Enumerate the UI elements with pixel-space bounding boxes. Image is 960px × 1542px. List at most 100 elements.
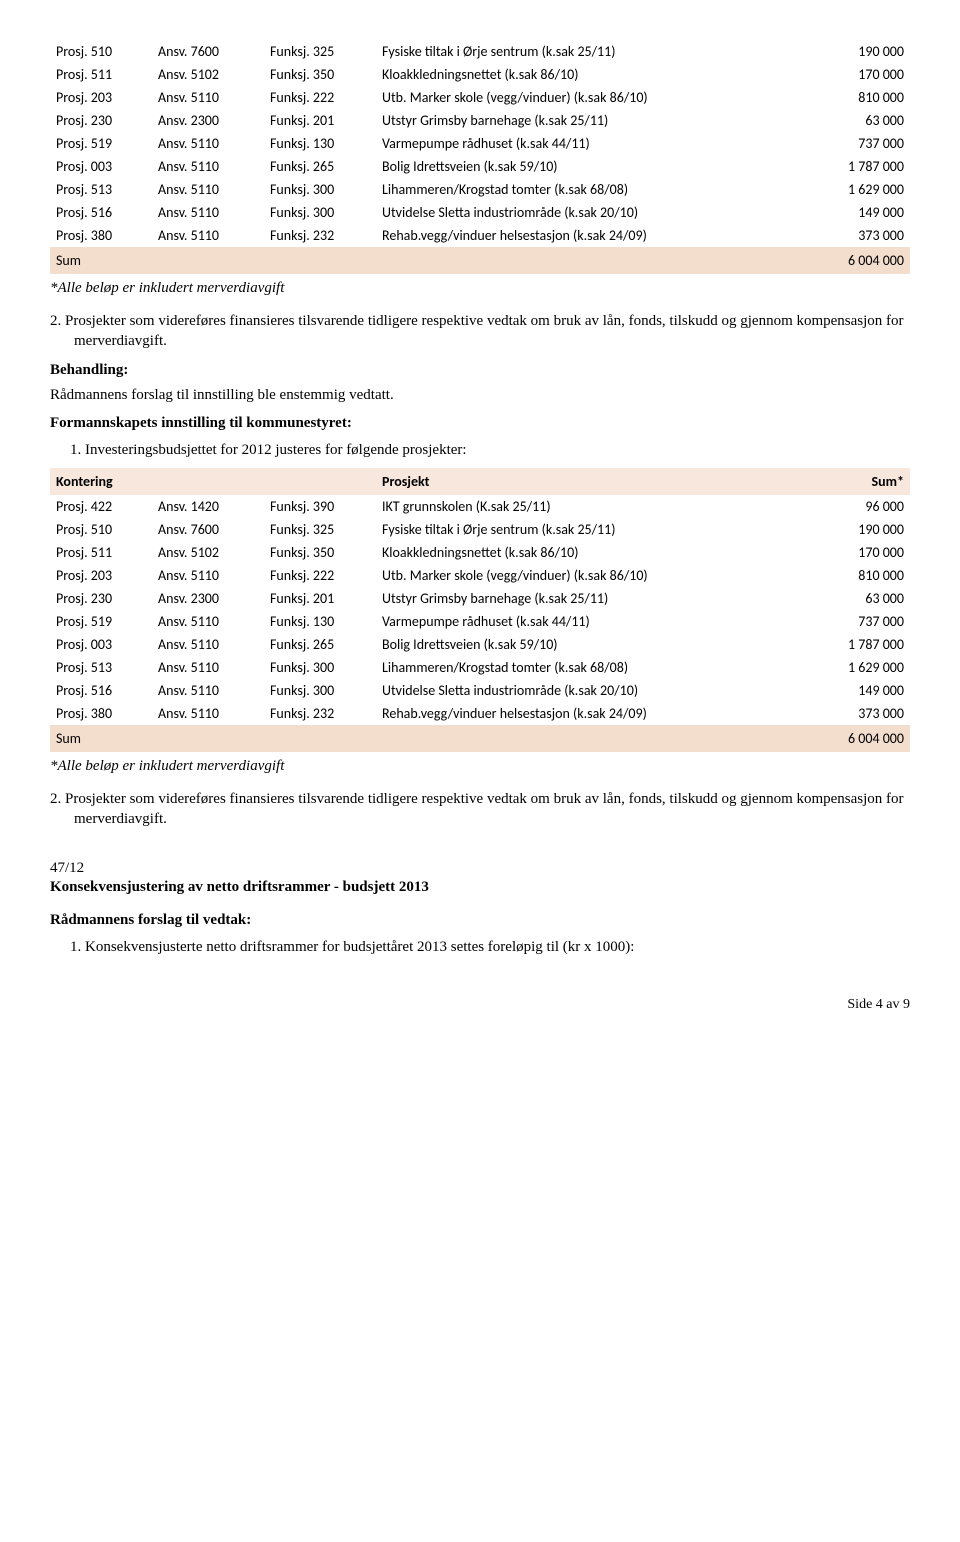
table-cell: Funksj. 201 xyxy=(264,587,376,610)
table-cell: Funksj. 130 xyxy=(264,610,376,633)
table-cell: Ansv. 5110 xyxy=(152,656,264,679)
table-cell: Funksj. 350 xyxy=(264,63,376,86)
table-cell: Varmepumpe rådhuset (k.sak 44/11) xyxy=(376,610,798,633)
table-cell: Funksj. 201 xyxy=(264,109,376,132)
table-cell: Ansv. 5110 xyxy=(152,178,264,201)
table-cell: Ansv. 5102 xyxy=(152,63,264,86)
table-cell: Prosj. 519 xyxy=(50,610,152,633)
project-table-2: Kontering ProsjektSum* Prosj. 422Ansv. 142… xyxy=(50,468,910,752)
list-item-1: 1. Investeringsbudsjettet for 2012 juste… xyxy=(94,440,910,460)
table-cell: Kontering xyxy=(50,468,152,495)
table-cell: Prosj. 380 xyxy=(50,702,152,725)
list-item-bottom: 1. Konsekvensjusterte netto driftsrammer… xyxy=(94,937,910,957)
numbered-item-2a: 2. Prosjekter som videreføres finansiere… xyxy=(74,311,910,352)
table-cell: Funksj. 325 xyxy=(264,40,376,63)
table-cell: Ansv. 5110 xyxy=(152,702,264,725)
table-cell: 373 000 xyxy=(798,224,910,247)
table-cell: 170 000 xyxy=(798,63,910,86)
section-number: 47/12 xyxy=(50,860,910,877)
table-cell: Funksj. 350 xyxy=(264,541,376,564)
project-table-1: Prosj. 510Ansv. 7600Funksj. 325Fysiske t… xyxy=(50,40,910,274)
table-cell: Fysiske tiltak i Ørje sentrum (k.sak 25/… xyxy=(376,518,798,541)
table-cell: 190 000 xyxy=(798,40,910,63)
footnote-1: *Alle beløp er inkludert merverdiavgift xyxy=(50,280,910,297)
table-cell: Funksj. 265 xyxy=(264,633,376,656)
table-cell: 373 000 xyxy=(798,702,910,725)
table-cell: 170 000 xyxy=(798,541,910,564)
table-cell: Ansv. 5110 xyxy=(152,155,264,178)
table-cell: Funksj. 232 xyxy=(264,224,376,247)
table-cell: 63 000 xyxy=(798,587,910,610)
table-cell: Ansv. 7600 xyxy=(152,40,264,63)
table-cell: Prosj. 380 xyxy=(50,224,152,247)
table-cell: 1 629 000 xyxy=(798,178,910,201)
table-cell: Prosj. 203 xyxy=(50,564,152,587)
table-cell: Prosj. 510 xyxy=(50,40,152,63)
table-cell: 1 629 000 xyxy=(798,656,910,679)
table-cell: 810 000 xyxy=(798,86,910,109)
table-cell: 190 000 xyxy=(798,518,910,541)
sum-label: Sum xyxy=(50,247,798,274)
section-title: Konsekvensjustering av netto driftsramme… xyxy=(50,879,910,896)
table-cell: Prosj. 511 xyxy=(50,63,152,86)
table-cell: Funksj. 300 xyxy=(264,201,376,224)
table-cell: 737 000 xyxy=(798,610,910,633)
table-cell: Ansv. 7600 xyxy=(152,518,264,541)
table-cell: Utb. Marker skole (vegg/vinduer) (k.sak … xyxy=(376,564,798,587)
table-cell: Ansv. 5102 xyxy=(152,541,264,564)
table-cell: Prosj. 230 xyxy=(50,587,152,610)
table-cell: Ansv. 1420 xyxy=(152,495,264,518)
table-cell: Funksj. 300 xyxy=(264,178,376,201)
table-cell: Varmepumpe rådhuset (k.sak 44/11) xyxy=(376,132,798,155)
table-cell: Utvidelse Sletta industriområde (k.sak 2… xyxy=(376,679,798,702)
table-cell: Prosj. 516 xyxy=(50,201,152,224)
table-cell: Lihammeren/Krogstad tomter (k.sak 68/08) xyxy=(376,656,798,679)
table-cell: Ansv. 2300 xyxy=(152,109,264,132)
table-cell: 149 000 xyxy=(798,679,910,702)
table-cell: Prosj. 422 xyxy=(50,495,152,518)
table-cell: Ansv. 5110 xyxy=(152,633,264,656)
table-cell: Lihammeren/Krogstad tomter (k.sak 68/08) xyxy=(376,178,798,201)
table-cell: Fysiske tiltak i Ørje sentrum (k.sak 25/… xyxy=(376,40,798,63)
table-cell: Ansv. 5110 xyxy=(152,610,264,633)
table-cell: Funksj. 130 xyxy=(264,132,376,155)
table-cell: Prosj. 203 xyxy=(50,86,152,109)
table-cell: Bolig Idrettsveien (k.sak 59/10) xyxy=(376,633,798,656)
table-cell: Ansv. 5110 xyxy=(152,86,264,109)
table-cell: Bolig Idrettsveien (k.sak 59/10) xyxy=(376,155,798,178)
sum-value: 6 004 000 xyxy=(798,247,910,274)
table-cell: Funksj. 222 xyxy=(264,86,376,109)
footnote-2: *Alle beløp er inkludert merverdiavgift xyxy=(50,758,910,775)
table-cell xyxy=(264,468,376,495)
table-cell: Prosj. 511 xyxy=(50,541,152,564)
table-cell: Prosj. 513 xyxy=(50,178,152,201)
table-cell: Prosj. 510 xyxy=(50,518,152,541)
table-cell: Utvidelse Sletta industriområde (k.sak 2… xyxy=(376,201,798,224)
table-cell: 810 000 xyxy=(798,564,910,587)
table-cell: Funksj. 300 xyxy=(264,679,376,702)
table-cell: Rehab.vegg/vinduer helsestasjon (k.sak 2… xyxy=(376,224,798,247)
radmann-label: Rådmannens forslag til vedtak: xyxy=(50,912,910,929)
numbered-item-2b: 2. Prosjekter som videreføres finansiere… xyxy=(74,789,910,830)
table-cell: Prosj. 516 xyxy=(50,679,152,702)
table-cell: Kloakkledningsnettet (k.sak 86/10) xyxy=(376,541,798,564)
table-cell: 63 000 xyxy=(798,109,910,132)
table-cell: Prosj. 003 xyxy=(50,155,152,178)
table-cell: Utstyr Grimsby barnehage (k.sak 25/11) xyxy=(376,109,798,132)
table-cell: Prosj. 519 xyxy=(50,132,152,155)
table-cell: 96 000 xyxy=(798,495,910,518)
table-cell: 737 000 xyxy=(798,132,910,155)
sum-value: 6 004 000 xyxy=(798,725,910,752)
table-cell: Kloakkledningsnettet (k.sak 86/10) xyxy=(376,63,798,86)
table-cell: 1 787 000 xyxy=(798,633,910,656)
behandling-text: Rådmannens forslag til innstilling ble e… xyxy=(50,385,910,405)
table-cell xyxy=(152,468,264,495)
table-cell: Utb. Marker skole (vegg/vinduer) (k.sak … xyxy=(376,86,798,109)
table-cell: Sum* xyxy=(798,468,910,495)
table-cell: Prosjekt xyxy=(376,468,798,495)
table-cell: Prosj. 003 xyxy=(50,633,152,656)
table-cell: Ansv. 5110 xyxy=(152,132,264,155)
table-cell: IKT grunnskolen (K.sak 25/11) xyxy=(376,495,798,518)
table-cell: Ansv. 5110 xyxy=(152,679,264,702)
formannskap-heading: Formannskapets innstilling til kommunest… xyxy=(50,415,910,432)
